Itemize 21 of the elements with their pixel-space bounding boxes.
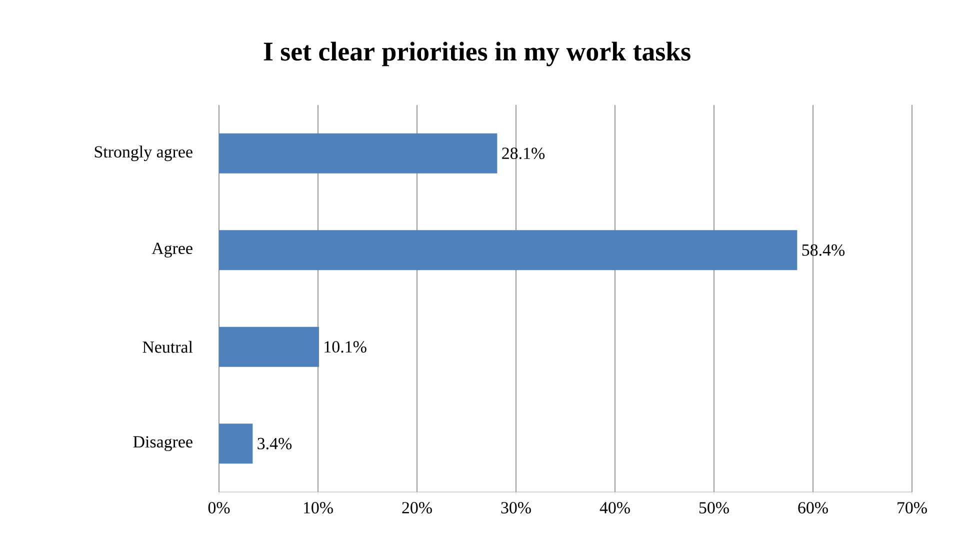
data-label: 10.1% <box>324 341 366 353</box>
x-tick-label: 10% <box>304 502 333 514</box>
x-tick-label: 0% <box>208 502 230 514</box>
x-tick-label: 60% <box>798 502 828 514</box>
x-tick-label: 30% <box>501 502 531 514</box>
bar <box>219 326 319 367</box>
x-tick-label: 20% <box>402 502 432 514</box>
bar <box>219 133 498 174</box>
bar <box>219 424 253 464</box>
data-label: 28.1% <box>502 148 545 160</box>
data-label: 3.4% <box>258 438 292 450</box>
x-tick-label: 70% <box>898 502 927 514</box>
y-tick-label: Agree <box>152 242 192 258</box>
y-tick-label: Strongly agree <box>94 146 192 162</box>
x-tick-label: 40% <box>600 502 630 514</box>
y-tick-label: Disagree <box>133 436 192 452</box>
y-tick-label: Neutral <box>142 340 193 353</box>
data-label: 58.4% <box>802 244 845 256</box>
chart-title: I set clear priorities in my work tasks <box>264 42 690 66</box>
x-tick-label: 50% <box>699 502 729 514</box>
bar <box>219 230 798 270</box>
